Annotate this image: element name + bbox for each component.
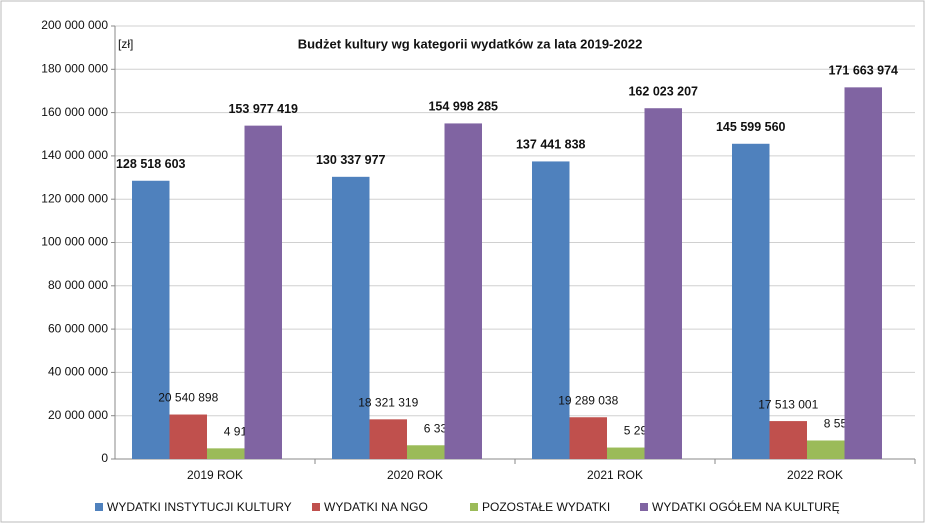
- data-label: 137 441 838: [516, 138, 586, 152]
- bar: [132, 180, 170, 460]
- y-tick-label: 120 000 000: [41, 191, 108, 205]
- data-label: 128 518 603: [116, 157, 186, 171]
- data-label: 153 977 419: [228, 102, 298, 116]
- data-label: 18 321 319: [358, 396, 418, 410]
- data-label: 171 663 974: [828, 64, 898, 78]
- x-tick-label: 2019 ROK: [187, 468, 243, 482]
- legend-label: POZOSTAŁE WYDATKI: [482, 500, 610, 514]
- x-tick-label: 2021 ROK: [587, 468, 643, 482]
- legend-label: WYDATKI OGÓŁEM NA KULTURĘ: [652, 499, 840, 514]
- bar: [607, 447, 645, 459]
- bar: [444, 123, 482, 459]
- legend-label: WYDATKI NA NGO: [324, 500, 428, 514]
- legend-swatch: [312, 503, 320, 511]
- y-tick-label: 0: [101, 451, 108, 465]
- bar: [844, 87, 882, 459]
- bar: [532, 161, 570, 459]
- y-tick-label: 60 000 000: [48, 321, 108, 335]
- x-tick-label: 2022 ROK: [787, 468, 843, 482]
- bar: [807, 440, 845, 459]
- legend-swatch: [640, 503, 648, 511]
- data-label: 19 289 038: [558, 393, 618, 407]
- bar: [169, 414, 207, 459]
- bar: [369, 419, 407, 459]
- y-tick-label: 140 000 000: [41, 148, 108, 162]
- bar: [207, 448, 245, 459]
- data-label: 162 023 207: [628, 85, 698, 99]
- chart-title: Budżet kultury wg kategorii wydatków za …: [298, 36, 643, 51]
- data-label: 154 998 285: [428, 100, 498, 114]
- y-tick-label: 200 000 000: [41, 18, 108, 32]
- bar: [407, 445, 445, 459]
- data-label: 130 337 977: [316, 153, 386, 167]
- bar: [569, 417, 607, 459]
- data-label: 145 599 560: [716, 120, 786, 134]
- bar: [644, 108, 682, 459]
- y-tick-label: 80 000 000: [48, 278, 108, 292]
- x-tick-label: 2020 ROK: [387, 468, 443, 482]
- legend-label: WYDATKI INSTYTUCJI KULTURY: [107, 500, 292, 514]
- legend-swatch: [95, 503, 103, 511]
- y-tick-label: 180 000 000: [41, 61, 108, 75]
- y-tick-label: 100 000 000: [41, 235, 108, 249]
- bar: [332, 176, 370, 459]
- unit-label: [zł]: [118, 37, 133, 51]
- data-label: 20 540 898: [158, 391, 218, 405]
- bar: [732, 143, 770, 459]
- y-tick-label: 20 000 000: [48, 408, 108, 422]
- bar: [244, 125, 282, 459]
- y-tick-label: 40 000 000: [48, 365, 108, 379]
- y-tick-label: 160 000 000: [41, 105, 108, 119]
- data-label: 17 513 001: [758, 397, 818, 411]
- bar: [769, 421, 807, 459]
- legend-swatch: [470, 503, 478, 511]
